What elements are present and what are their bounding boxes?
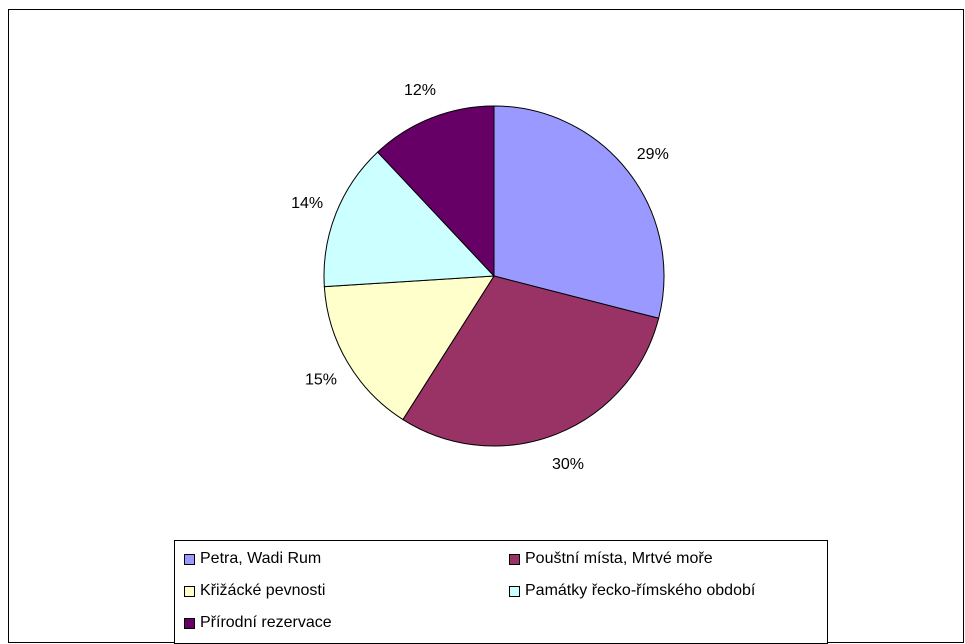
legend-swatch xyxy=(509,553,520,565)
pie-slice xyxy=(493,105,665,319)
chart-area: 29% 30% 15% 14% 12% Petra, Wadi Rum Pouštní … xyxy=(8,9,964,644)
legend-label: Petra, Wadi Rum xyxy=(200,550,322,567)
legend: Petra, Wadi Rum Pouštní místa, Mrtvé moř… xyxy=(174,540,828,644)
legend-label: Křižácké pevnosti xyxy=(200,582,326,599)
pie-slice xyxy=(323,275,495,421)
legend-item-pamatky: Památky řecko-římského období xyxy=(509,580,755,602)
legend-item-petra: Petra, Wadi Rum xyxy=(184,548,321,570)
legend-label: Pouštní místa, Mrtvé moře xyxy=(525,550,713,567)
legend-swatch xyxy=(509,585,520,597)
legend-label: Památky řecko-římského období xyxy=(525,582,756,599)
legend-item-krizacke-pevnosti: Křižácké pevnosti xyxy=(184,580,325,602)
pie-slice xyxy=(376,105,495,278)
legend-swatch xyxy=(184,585,195,597)
legend-label: Přírodní rezervace xyxy=(200,614,332,631)
slice-percent-label: 29% xyxy=(637,146,669,163)
pie-slice xyxy=(323,151,496,288)
slice-percent-label: 12% xyxy=(404,82,436,99)
pie-slice xyxy=(402,275,660,447)
slice-percent-label: 30% xyxy=(552,456,584,473)
legend-item-prirodni-rezervace: Přírodní rezervace xyxy=(184,612,332,634)
legend-swatch xyxy=(184,617,195,629)
slice-percent-label: 14% xyxy=(291,195,323,212)
pie-chart: 29% 30% 15% 14% 12% xyxy=(291,82,669,473)
slice-percent-label: 15% xyxy=(305,371,337,388)
legend-item-poustni-mista: Pouštní místa, Mrtvé moře xyxy=(509,548,713,570)
legend-swatch xyxy=(184,553,195,565)
